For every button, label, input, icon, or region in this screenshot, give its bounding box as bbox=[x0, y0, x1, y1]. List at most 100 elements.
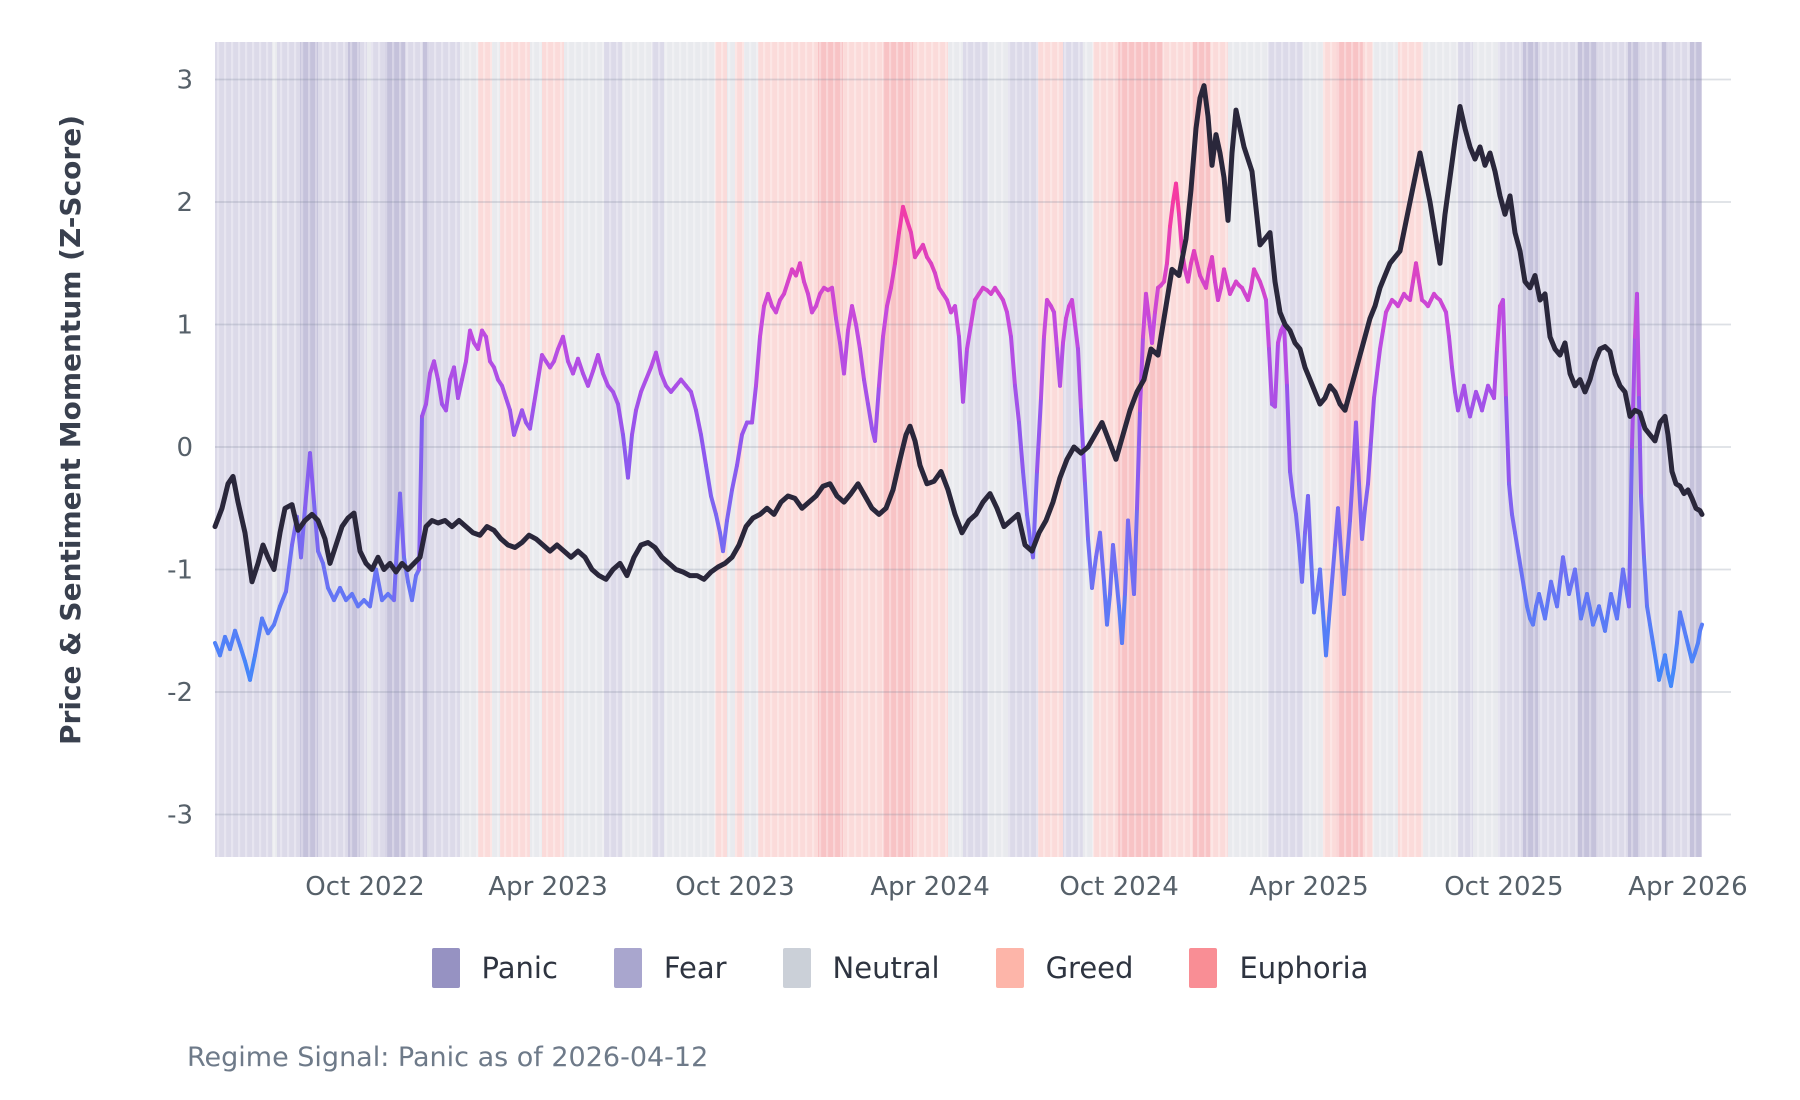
sentiment-line-segment bbox=[754, 334, 762, 388]
sentiment-line-segment bbox=[758, 304, 766, 339]
sentiment-line-segment bbox=[654, 350, 663, 376]
sentiment-line-segment bbox=[576, 356, 585, 376]
sentiment-line-segment bbox=[1669, 665, 1676, 688]
sentiment-line-segment bbox=[278, 589, 288, 609]
sentiment-line-segment bbox=[1537, 592, 1544, 609]
sentiment-line-segment bbox=[316, 549, 325, 566]
sentiment-line-segment bbox=[420, 402, 428, 419]
sentiment-line-segment bbox=[644, 365, 653, 382]
sentiment-line-segment bbox=[909, 230, 917, 260]
sentiment-line-segment bbox=[1345, 518, 1352, 560]
sentiment-line-segment bbox=[532, 377, 540, 407]
sentiment-line-segment bbox=[1276, 328, 1283, 345]
legend-label: Neutral bbox=[832, 951, 940, 985]
x-tick-label: Oct 2025 bbox=[1444, 872, 1563, 902]
sentiment-line-segment bbox=[961, 347, 969, 404]
legend-item-panic[interactable]: Panic bbox=[431, 948, 558, 988]
sentiment-line-segment bbox=[1531, 604, 1538, 627]
sentiment-line-segment bbox=[1021, 469, 1029, 517]
sentiment-line-segment bbox=[921, 242, 929, 260]
legend-item-fear[interactable]: Fear bbox=[613, 948, 727, 988]
sentiment-line-segment bbox=[1285, 383, 1292, 474]
legend-item-greed[interactable]: Greed bbox=[995, 948, 1134, 988]
sentiment-line-segment bbox=[881, 304, 889, 339]
sentiment-line-segment bbox=[1079, 408, 1087, 486]
sentiment-line-segment bbox=[1447, 334, 1454, 370]
sentiment-line-segment bbox=[253, 616, 264, 658]
x-tick-label: Oct 2022 bbox=[305, 872, 424, 902]
sentiment-line-segment bbox=[1639, 494, 1646, 560]
sentiment-line-segment bbox=[492, 365, 500, 382]
sentiment-line-segment bbox=[1480, 396, 1487, 413]
sentiment-line-segment bbox=[1042, 298, 1049, 339]
sentiment-line-segment bbox=[1076, 347, 1083, 413]
sentiment-line-segment bbox=[1126, 518, 1133, 560]
sentiment-line-segment bbox=[398, 491, 406, 560]
sentiment-line-segment bbox=[740, 420, 749, 437]
sentiment-line-segment bbox=[1165, 224, 1172, 266]
sentiment-line-segment bbox=[798, 261, 806, 284]
sentiment-line-segment bbox=[1681, 622, 1688, 639]
legend-swatch-neutral bbox=[782, 948, 811, 988]
sentiment-line-segment bbox=[1630, 334, 1637, 449]
x-tick-label: Oct 2024 bbox=[1059, 872, 1178, 902]
sentiment-line-segment bbox=[504, 396, 512, 413]
sentiment-line-segment bbox=[476, 328, 484, 351]
sentiment-line-segment bbox=[1375, 347, 1382, 376]
legend-label: Greed bbox=[1045, 951, 1134, 985]
sentiment-line-segment bbox=[1519, 567, 1526, 590]
legend-item-neutral[interactable]: Neutral bbox=[782, 948, 940, 988]
sentiment-line-segment bbox=[735, 432, 744, 468]
y-tick-label: 0 bbox=[176, 433, 193, 463]
sentiment-line-segment bbox=[1468, 402, 1475, 419]
sentiment-line-segment bbox=[1222, 267, 1229, 284]
sentiment-line-segment bbox=[659, 371, 668, 388]
sentiment-line-segment bbox=[1132, 506, 1139, 596]
sentiment-line-segment bbox=[1001, 298, 1009, 315]
legend-item-euphoria[interactable]: Euphoria bbox=[1189, 948, 1368, 988]
sentiment-line-segment bbox=[350, 592, 360, 609]
sentiment-line-segment bbox=[1162, 261, 1169, 284]
sentiment-line-segment bbox=[464, 328, 472, 364]
sentiment-line-segment bbox=[1444, 310, 1451, 339]
sentiment-line-segment bbox=[965, 322, 973, 351]
sentiment-line-segment bbox=[1195, 261, 1202, 278]
sentiment-line-segment bbox=[1204, 267, 1211, 290]
sentiment-line-segment bbox=[1507, 481, 1514, 517]
sentiment-line-segment bbox=[1672, 641, 1679, 670]
sentiment-line-segment bbox=[699, 432, 708, 468]
sentiment-line-segment bbox=[1504, 396, 1511, 486]
sentiment-line-segment bbox=[1609, 592, 1616, 609]
sentiment-line-segment bbox=[933, 271, 941, 290]
sentiment-line-segment bbox=[1501, 298, 1508, 400]
sentiment-line-segment bbox=[1312, 592, 1319, 615]
y-tick-label: 3 bbox=[176, 66, 193, 96]
sentiment-line-segment bbox=[1291, 494, 1298, 517]
sentiment-line-segment bbox=[750, 383, 758, 425]
sentiment-line-segment bbox=[468, 328, 476, 345]
sentiment-line-segment bbox=[1210, 255, 1217, 284]
sentiment-line-segment bbox=[552, 347, 560, 364]
sentiment-line-segment bbox=[862, 377, 870, 407]
sentiment-line-segment bbox=[1369, 396, 1376, 443]
sentiment-line-segment bbox=[1549, 579, 1556, 596]
y-axis-title: Price & Sentiment Momentum (Z-Score) bbox=[54, 115, 87, 745]
sentiment-line-segment bbox=[1567, 579, 1574, 596]
sentiment-line-segment bbox=[417, 414, 424, 572]
sentiment-line-segment bbox=[233, 628, 242, 648]
sentiment-momentum-series bbox=[213, 181, 1704, 688]
sentiment-line-segment bbox=[806, 291, 814, 315]
sentiment-line-segment bbox=[1698, 622, 1704, 633]
sentiment-line-segment bbox=[704, 463, 713, 498]
legend-label: Panic bbox=[481, 951, 558, 985]
legend-label: Fear bbox=[663, 951, 727, 985]
y-tick-label: -3 bbox=[167, 801, 193, 831]
sentiment-line-segment bbox=[1120, 592, 1127, 645]
sentiment-line-segment bbox=[436, 377, 444, 407]
sentiment-line-segment bbox=[626, 432, 634, 480]
y-tick-label: -2 bbox=[167, 678, 193, 708]
sentiment-line-segment bbox=[814, 291, 822, 309]
sentiment-line-segment bbox=[842, 328, 850, 376]
sentiment-line-segment bbox=[1585, 592, 1592, 611]
sentiment-line-segment bbox=[1627, 445, 1634, 609]
